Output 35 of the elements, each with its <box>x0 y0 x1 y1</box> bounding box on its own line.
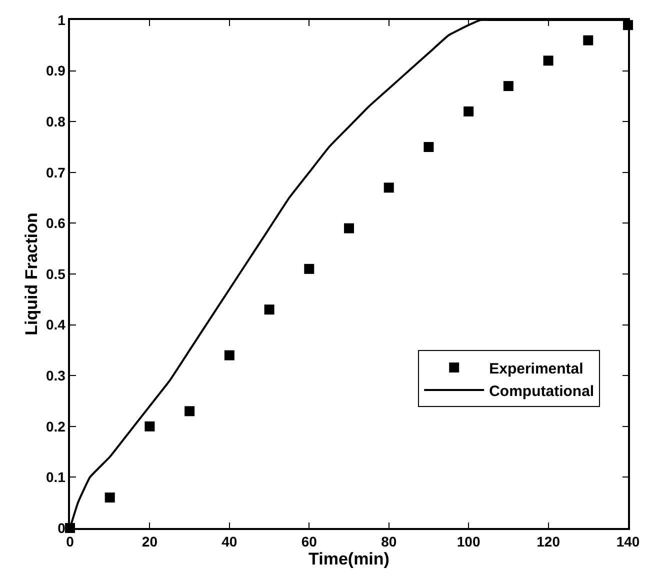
y-axis-title: Liquid Fraction <box>22 212 42 336</box>
legend-label: Computational <box>489 382 594 400</box>
y-tick-label: 0 <box>58 520 66 536</box>
y-tick-label: 0.5 <box>46 266 66 282</box>
y-tick-label: 0.1 <box>46 469 66 486</box>
point <box>304 264 314 274</box>
y-tick-label: 0.3 <box>46 368 66 384</box>
x-tick-label: 120 <box>536 534 560 550</box>
point <box>503 81 514 92</box>
point <box>224 350 234 360</box>
point <box>384 182 394 193</box>
y-tick-label: 0.8 <box>46 114 66 130</box>
y-tick-label: 0.7 <box>46 164 66 180</box>
legend-label: Experimental <box>489 360 584 378</box>
point <box>144 421 155 432</box>
point <box>104 492 115 503</box>
y-tick-label: 0.4 <box>46 316 66 333</box>
point <box>344 223 354 234</box>
y-tick-label: 0.9 <box>46 62 66 79</box>
y-tick-label: 1 <box>58 12 66 28</box>
point <box>464 106 474 116</box>
x-axis-title: Time(min) <box>308 550 390 569</box>
x-tick-label: 20 <box>142 534 158 550</box>
x-tick-label: 40 <box>222 534 238 550</box>
x-tick-label: 80 <box>381 534 397 550</box>
y-tick-label: 0.6 <box>46 215 66 232</box>
point <box>424 142 434 152</box>
x-tick-label: 100 <box>456 534 480 550</box>
point <box>184 406 195 416</box>
x-tick-label: 140 <box>616 534 640 550</box>
point <box>583 35 594 46</box>
y-tick-label: 0.2 <box>46 418 66 434</box>
point <box>264 304 274 315</box>
x-tick-label: 60 <box>301 534 318 550</box>
point <box>543 56 554 66</box>
